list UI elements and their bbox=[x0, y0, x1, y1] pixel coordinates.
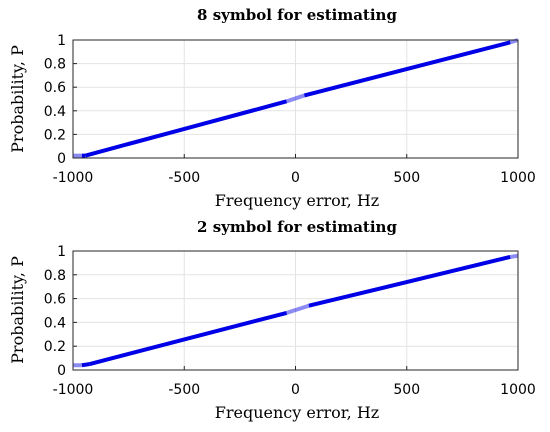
y-axis-label: Probability, P bbox=[8, 256, 27, 364]
y-tick-label: 1 bbox=[57, 33, 66, 49]
x-tick-label: 1000 bbox=[500, 382, 536, 398]
x-tick-label: -500 bbox=[168, 170, 200, 186]
x-tick-label: -1000 bbox=[53, 170, 94, 186]
y-tick-label: 0.4 bbox=[44, 315, 66, 331]
series-segment bbox=[285, 303, 310, 315]
y-tick-label: 0.6 bbox=[44, 80, 66, 96]
x-tick-label: -500 bbox=[168, 382, 200, 398]
chart-panel-top: 8 symbol for estimating Frequency error,… bbox=[8, 6, 536, 210]
y-tick-label: 0.8 bbox=[44, 268, 66, 284]
x-axis-label: Frequency error, Hz bbox=[215, 403, 379, 422]
y-axis-label: Probability, P bbox=[8, 45, 27, 153]
x-tick-label: -1000 bbox=[53, 382, 94, 398]
y-tick-label: 0.2 bbox=[44, 127, 66, 143]
y-tick-label: 0.2 bbox=[44, 339, 66, 355]
series-lines bbox=[73, 38, 519, 158]
series-segment bbox=[89, 310, 288, 366]
chart-title: 2 symbol for estimating bbox=[197, 218, 397, 236]
chart-panel-bottom: 2 symbol for estimating Frequency error,… bbox=[8, 218, 536, 422]
x-tick-label: 1000 bbox=[500, 170, 536, 186]
y-tick-label: 0.8 bbox=[44, 57, 66, 73]
series-segment bbox=[509, 253, 519, 259]
x-tick-labels: -1000 -500 0 500 1000 bbox=[53, 170, 536, 186]
series-segment bbox=[303, 40, 511, 98]
series-segment bbox=[285, 93, 306, 104]
y-tick-labels: 0 0.2 0.4 0.6 0.8 1 bbox=[44, 244, 66, 379]
y-tick-label: 1 bbox=[57, 244, 66, 260]
series-segment bbox=[308, 255, 511, 308]
chart-title: 8 symbol for estimating bbox=[197, 6, 397, 24]
x-tick-label: 0 bbox=[291, 170, 300, 186]
x-tick-label: 500 bbox=[393, 170, 420, 186]
x-tick-label: 500 bbox=[393, 382, 420, 398]
series-lines bbox=[73, 253, 519, 368]
series-segment bbox=[81, 362, 90, 368]
y-tick-labels: 0 0.2 0.4 0.6 0.8 1 bbox=[44, 33, 66, 167]
x-axis-label: Frequency error, Hz bbox=[215, 191, 379, 210]
y-tick-label: 0.4 bbox=[44, 104, 66, 120]
y-tick-label: 0 bbox=[57, 363, 66, 379]
x-tick-labels: -1000 -500 0 500 1000 bbox=[53, 382, 536, 398]
series-segment bbox=[84, 99, 288, 158]
y-tick-label: 0.6 bbox=[44, 292, 66, 308]
y-tick-label: 0 bbox=[57, 151, 66, 167]
x-tick-label: 0 bbox=[291, 382, 300, 398]
